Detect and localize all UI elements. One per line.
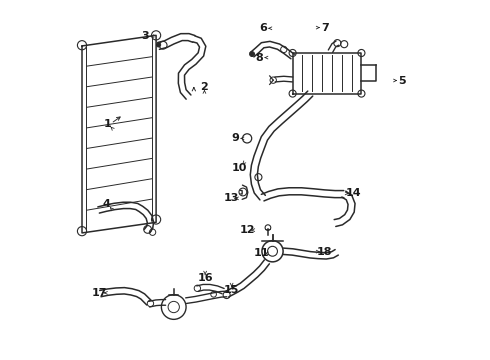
Text: 10: 10 — [231, 163, 246, 173]
Text: 9: 9 — [232, 133, 240, 143]
Text: 1: 1 — [103, 118, 111, 129]
Text: 7: 7 — [321, 23, 329, 33]
Text: 12: 12 — [240, 225, 256, 235]
Text: 6: 6 — [259, 23, 267, 33]
Text: 2: 2 — [200, 81, 208, 91]
Text: 13: 13 — [224, 193, 239, 203]
Circle shape — [249, 51, 254, 57]
Text: 18: 18 — [317, 247, 333, 257]
Text: 15: 15 — [224, 285, 239, 295]
Text: 14: 14 — [346, 188, 362, 198]
Text: 17: 17 — [91, 288, 107, 298]
Text: 5: 5 — [398, 76, 406, 86]
Text: 8: 8 — [256, 53, 263, 63]
Circle shape — [156, 43, 161, 47]
Text: 11: 11 — [254, 248, 270, 258]
Text: 16: 16 — [197, 273, 213, 283]
Text: 3: 3 — [142, 31, 149, 41]
Text: 4: 4 — [103, 199, 111, 209]
